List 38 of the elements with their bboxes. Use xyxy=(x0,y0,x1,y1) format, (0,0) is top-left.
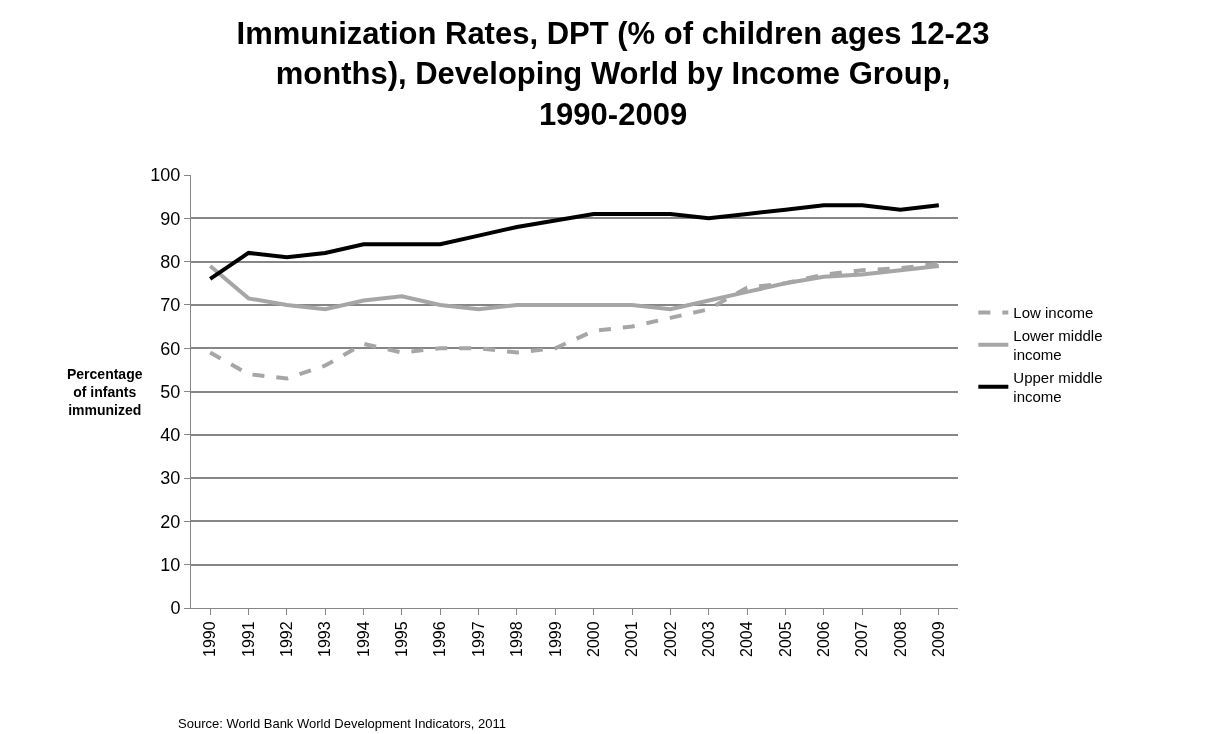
x-tick-label: 2005 xyxy=(776,621,794,657)
x-tick-label: 1999 xyxy=(546,621,564,657)
x-tick-label: 2003 xyxy=(699,621,717,657)
x-tick-label: 1995 xyxy=(393,621,411,657)
x-tick-label: 2007 xyxy=(853,621,871,657)
x-tick-label: 2000 xyxy=(584,621,602,657)
x-tick-label: 1997 xyxy=(469,621,487,657)
y-tick-label: 80 xyxy=(160,251,181,272)
y-tick-label: 60 xyxy=(160,338,181,359)
y-tick-label: 100 xyxy=(150,165,181,186)
x-tick-label: 1994 xyxy=(354,621,372,657)
y-tick-label: 0 xyxy=(170,598,181,619)
x-tick-label: 1998 xyxy=(508,621,526,657)
y-tick-label: 20 xyxy=(160,511,181,532)
y-tick-label: 90 xyxy=(160,208,181,229)
y-tick-label: 10 xyxy=(160,555,181,575)
x-tick-label: 1993 xyxy=(316,621,334,657)
x-tick-label: 1990 xyxy=(201,621,219,657)
y-tick-label: 40 xyxy=(160,425,181,446)
legend-label: Low income xyxy=(1013,304,1094,322)
source-note: Source: World Bank World Development Indicators, 2011 xyxy=(178,716,507,731)
line-series xyxy=(208,203,941,281)
x-tick-label: 1991 xyxy=(239,621,257,657)
x-tick-label: 2009 xyxy=(930,621,948,657)
legend-label: Lower middle income xyxy=(1013,326,1103,364)
x-tick-label: 2004 xyxy=(738,621,756,657)
legend-label: Upper middle income xyxy=(1013,368,1103,406)
x-tick-label: 2008 xyxy=(891,621,909,657)
x-tick-label: 2001 xyxy=(623,621,641,657)
y-tick-label: 30 xyxy=(160,468,181,489)
y-tick-label: 70 xyxy=(160,295,181,316)
y-tick-label: 50 xyxy=(160,381,181,402)
chart-title: Immunization Rates, DPT (% of children ages 12-23 months), Developing World by Income Group, 1990-2009 xyxy=(236,16,990,132)
x-tick-label: 1992 xyxy=(278,621,296,657)
x-tick-label: 2002 xyxy=(661,621,679,657)
x-tick-label: 2006 xyxy=(814,621,832,657)
x-tick-label: 1996 xyxy=(431,621,449,657)
y-axis-title: Percentage of infants immunized xyxy=(67,366,143,419)
